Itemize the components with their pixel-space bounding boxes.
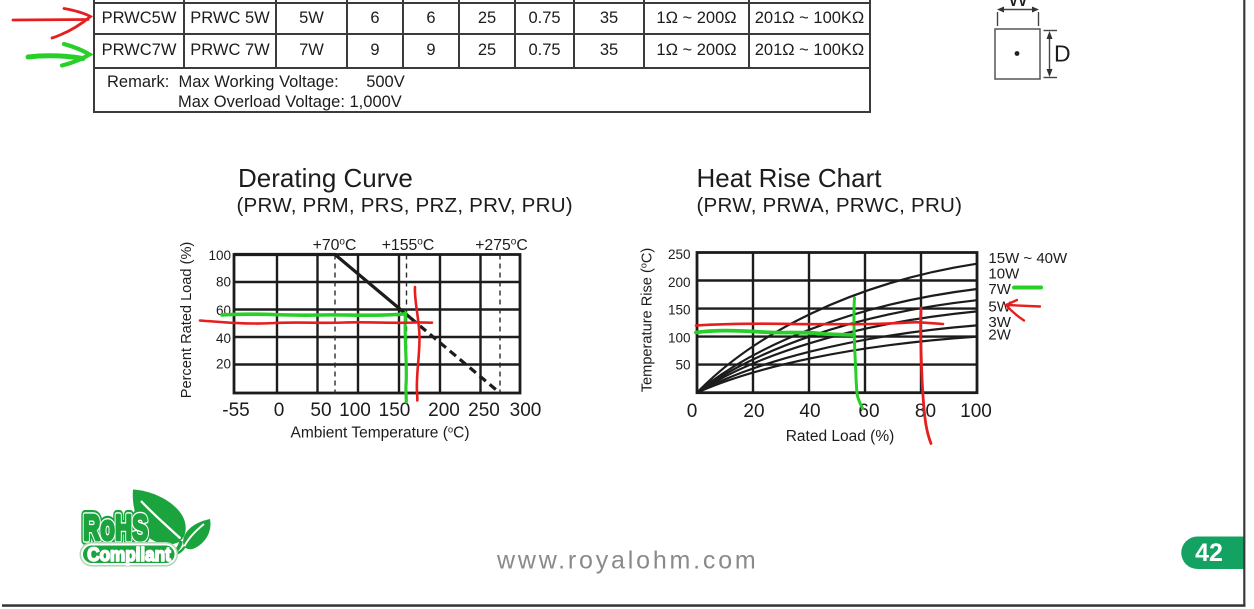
svg-text:Derating Curve: Derating Curve — [238, 163, 413, 193]
svg-text:250: 250 — [668, 247, 691, 262]
svg-text:100: 100 — [668, 330, 691, 345]
svg-text:-55: -55 — [222, 400, 249, 421]
svg-text:50: 50 — [675, 358, 690, 373]
svg-text:10W: 10W — [988, 266, 1020, 283]
svg-text:50: 50 — [310, 400, 331, 421]
svg-text:150: 150 — [668, 303, 691, 318]
svg-text:100: 100 — [960, 401, 992, 422]
svg-text:150: 150 — [379, 400, 411, 421]
svg-text:100: 100 — [339, 400, 371, 421]
svg-text:Heat Rise Chart: Heat Rise Chart — [697, 163, 883, 193]
svg-text:20: 20 — [216, 356, 231, 371]
svg-text:D: D — [1054, 41, 1071, 67]
svg-text:60: 60 — [858, 401, 879, 422]
svg-text:2W: 2W — [988, 326, 1011, 343]
svg-text:20: 20 — [743, 401, 764, 422]
svg-text:250: 250 — [468, 400, 500, 421]
svg-text:200: 200 — [668, 275, 691, 290]
svg-text:80: 80 — [216, 274, 231, 289]
svg-text:www.royalohm.com: www.royalohm.com — [496, 547, 759, 575]
svg-text:100: 100 — [208, 248, 231, 263]
svg-text:+70oC: +70oC — [313, 237, 357, 255]
svg-text:7W: 7W — [988, 281, 1011, 298]
svg-text:+275oC: +275oC — [475, 237, 528, 255]
svg-text:+155oC: +155oC — [382, 237, 435, 255]
svg-text:3W: 3W — [988, 314, 1011, 331]
svg-text:(PRW, PRWA, PRWC, PRU): (PRW, PRWA, PRWC, PRU) — [697, 194, 963, 217]
svg-text:Compliant: Compliant — [87, 544, 171, 565]
svg-text:300: 300 — [510, 400, 542, 421]
svg-text:(PRW, PRM, PRS, PRZ, PRV, PRU): (PRW, PRM, PRS, PRZ, PRV, PRU) — [237, 194, 573, 217]
svg-text:0: 0 — [687, 401, 698, 422]
svg-text:Percent Rated Load (%): Percent Rated Load (%) — [179, 242, 195, 399]
svg-text:42: 42 — [1195, 539, 1223, 567]
svg-text:Rated Load (%): Rated Load (%) — [786, 428, 895, 445]
svg-text:W: W — [1008, 0, 1029, 11]
svg-text:200: 200 — [428, 400, 460, 421]
svg-text:15W ~ 40W: 15W ~ 40W — [988, 250, 1068, 267]
svg-text:40: 40 — [216, 331, 231, 346]
svg-text:5W: 5W — [988, 298, 1011, 315]
svg-text:Temperature Rise (oC): Temperature Rise (oC) — [639, 248, 656, 393]
svg-text:40: 40 — [799, 401, 820, 422]
svg-text:0: 0 — [274, 400, 285, 421]
svg-text:Ambient Temperature (oC): Ambient Temperature (oC) — [290, 425, 469, 442]
